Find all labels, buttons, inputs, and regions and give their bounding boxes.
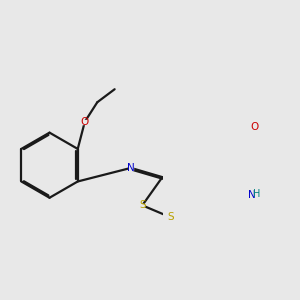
Bar	[82, 120, 87, 124]
Text: N: N	[127, 163, 135, 173]
Text: O: O	[81, 117, 89, 127]
Text: O: O	[250, 122, 259, 132]
Text: N: N	[248, 190, 256, 200]
Bar	[169, 216, 172, 219]
Text: S: S	[167, 212, 174, 222]
Bar	[250, 194, 254, 197]
Text: S: S	[139, 200, 146, 210]
Bar	[129, 166, 133, 170]
Bar	[140, 204, 144, 207]
Bar	[252, 126, 257, 129]
Text: H: H	[254, 189, 261, 199]
